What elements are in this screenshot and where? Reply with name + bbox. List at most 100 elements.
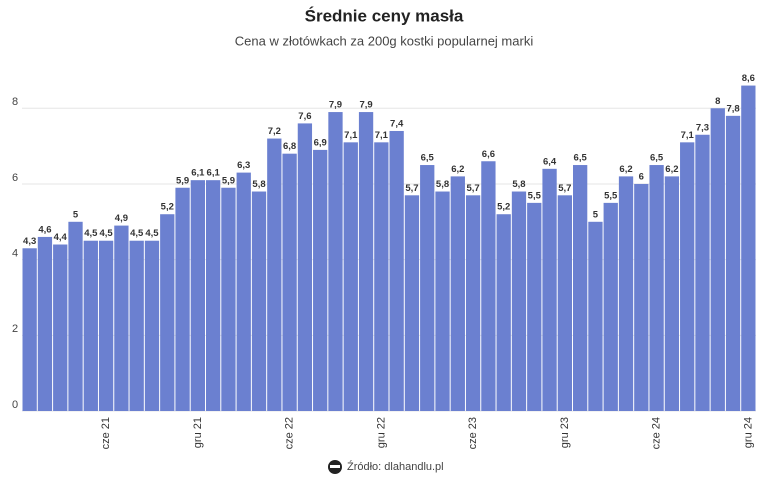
bar <box>98 240 114 411</box>
value-label: 8 <box>715 96 720 107</box>
value-label: 7,2 <box>268 126 281 137</box>
bar <box>420 165 435 411</box>
bar <box>465 195 481 411</box>
bar <box>22 248 37 411</box>
value-label: 6,3 <box>237 160 250 171</box>
value-label: 7,3 <box>696 122 709 133</box>
value-label: 4,5 <box>99 228 113 239</box>
value-label: 5,7 <box>405 183 418 194</box>
y-tick-label: 6 <box>12 172 18 184</box>
bar <box>511 191 527 411</box>
value-label: 4,9 <box>115 213 128 224</box>
chart-subtitle: Cena w złotówkach za 200g kostki popular… <box>235 33 534 48</box>
value-label: 5,5 <box>604 190 618 201</box>
value-label: 8,6 <box>742 73 755 84</box>
bar <box>649 165 664 411</box>
value-label: 5,7 <box>558 183 571 194</box>
value-label: 6,1 <box>207 168 221 179</box>
bar <box>206 180 221 411</box>
value-label: 6,9 <box>314 137 327 148</box>
bar <box>282 153 297 411</box>
bar <box>328 112 343 411</box>
value-label: 5,8 <box>512 179 525 190</box>
value-label: 6,4 <box>543 156 557 167</box>
value-label: 7,1 <box>375 130 389 141</box>
bar <box>450 176 465 411</box>
bar <box>129 240 144 411</box>
value-label: 7,1 <box>681 130 695 141</box>
bar <box>374 142 389 412</box>
value-label: 7,1 <box>344 130 358 141</box>
value-label: 5,2 <box>161 202 174 213</box>
bar <box>664 176 680 411</box>
value-label: 5,9 <box>222 175 235 186</box>
x-tick-label: gru 22 <box>375 417 387 448</box>
bar <box>741 85 756 412</box>
y-tick-label: 2 <box>12 323 18 335</box>
x-tick-label: gru 23 <box>559 417 571 448</box>
bar <box>236 172 251 411</box>
value-label: 6,2 <box>619 164 632 175</box>
value-label: 7,9 <box>359 100 372 111</box>
bar <box>297 123 313 411</box>
x-tick-label: cze 24 <box>651 417 663 449</box>
source-logo <box>328 460 342 474</box>
value-label: 6,8 <box>283 141 296 152</box>
bar <box>343 142 358 412</box>
value-label: 7,9 <box>329 100 342 111</box>
bar <box>190 180 205 411</box>
bar <box>695 134 710 412</box>
bar <box>680 142 695 412</box>
value-label: 4,5 <box>145 228 159 239</box>
value-label: 4,3 <box>23 236 36 247</box>
bar <box>313 149 328 412</box>
bar <box>404 195 420 411</box>
value-label: 6,1 <box>191 168 205 179</box>
value-label: 6,2 <box>451 164 464 175</box>
bar <box>175 187 190 411</box>
value-label: 5,5 <box>528 190 542 201</box>
bar <box>542 168 557 411</box>
value-label: 7,8 <box>726 103 739 114</box>
value-label: 6,5 <box>650 153 664 164</box>
value-label: 5 <box>73 209 79 220</box>
x-tick-label: gru 21 <box>192 417 204 448</box>
bar <box>588 221 603 411</box>
bar <box>603 202 618 411</box>
value-label: 5,8 <box>436 179 449 190</box>
value-label: 4,5 <box>130 228 144 239</box>
bar <box>527 202 542 411</box>
bar <box>160 214 175 411</box>
bar <box>389 130 404 411</box>
value-label: 4,6 <box>38 224 51 235</box>
bar <box>634 183 649 411</box>
value-label: 5,2 <box>497 202 510 213</box>
bar <box>221 187 236 411</box>
bar <box>710 108 725 411</box>
bar <box>114 225 129 411</box>
bar <box>267 138 282 411</box>
source: Źródło: dlahandlu.pl <box>347 460 444 473</box>
bar <box>496 214 511 411</box>
value-label: 6 <box>639 171 644 182</box>
bar <box>53 244 68 411</box>
chart-title: Średnie ceny masła <box>305 6 464 25</box>
value-label: 4,5 <box>84 228 98 239</box>
bar <box>481 161 496 411</box>
bar <box>37 236 53 411</box>
value-label: 5,8 <box>252 179 265 190</box>
bar <box>251 191 267 411</box>
value-label: 4,4 <box>54 232 68 243</box>
bar <box>573 165 588 411</box>
bar <box>358 112 374 411</box>
bar <box>435 191 450 411</box>
bar <box>725 115 741 411</box>
x-tick-label: gru 24 <box>742 417 754 448</box>
x-tick-label: cze 22 <box>284 417 296 449</box>
value-label: 6,5 <box>574 153 588 164</box>
value-label: 6,2 <box>665 164 678 175</box>
x-tick-label: cze 23 <box>467 417 479 449</box>
value-label: 7,6 <box>298 111 311 122</box>
y-tick-label: 8 <box>12 96 18 108</box>
